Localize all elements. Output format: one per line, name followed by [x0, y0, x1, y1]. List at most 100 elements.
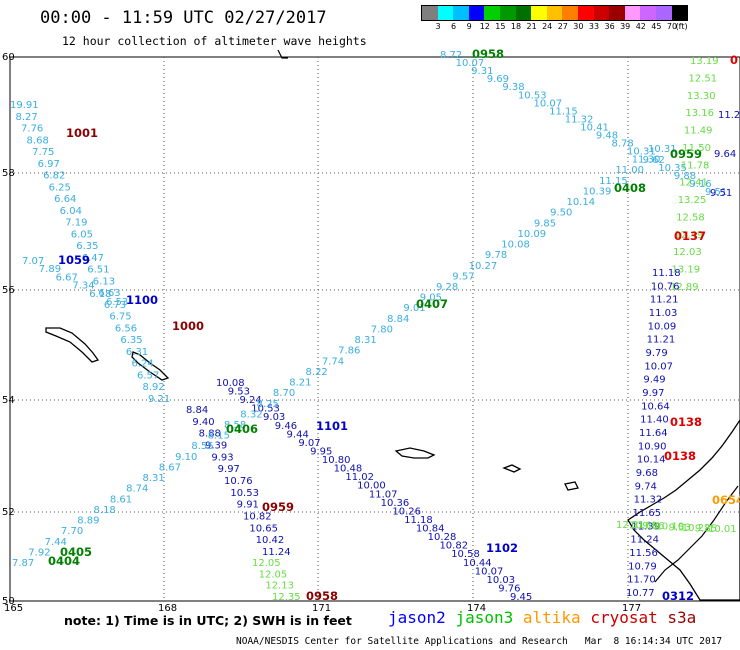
legend-swatch: [515, 6, 532, 20]
track-g-label: 8.18: [94, 505, 116, 516]
track-id: 0312: [662, 589, 694, 603]
track-l-label: 11.2: [718, 110, 740, 121]
track-g-label: 8.15: [208, 431, 230, 442]
legend-tick-label: 27: [557, 22, 568, 31]
track-d-label: 9.44: [287, 429, 309, 440]
track-c-label: 9.16: [689, 179, 711, 190]
track-a-label: 6.56: [115, 323, 137, 334]
track-f-label: 12.35: [272, 592, 301, 603]
island-outline: [502, 464, 522, 473]
track-i-label: 11.65: [633, 508, 662, 519]
track-f-label: 12.05: [259, 569, 288, 580]
track-d-label: 9.95: [310, 446, 332, 457]
legend-swatch: [453, 6, 469, 20]
track-h-label: 12.51: [688, 73, 717, 84]
track-j-label: 10.01: [708, 524, 737, 535]
track-a-label: 7.75: [32, 147, 54, 158]
track-d-label: 10.28: [428, 532, 457, 543]
track-i-label: 9.97: [642, 388, 664, 399]
track-a-label: 6.35: [76, 241, 98, 252]
track-a-label: 8.27: [16, 112, 38, 123]
track-d-label: 10.36: [381, 498, 410, 509]
island-outline: [45, 327, 100, 363]
track-id: 1059: [58, 253, 90, 267]
track-d-label: 10.58: [451, 549, 480, 560]
track-g-label: 7.92: [28, 547, 50, 558]
track-a-label: 7.76: [21, 124, 43, 135]
track-i-label: 10.07: [644, 361, 673, 372]
track-h-label: 12.41: [679, 178, 708, 189]
track-c-label: 9.31: [471, 66, 493, 77]
track-c-label: 11.32: [565, 114, 594, 125]
track-l-label: 9.51: [710, 188, 732, 199]
track-g-label: 8.70: [273, 388, 295, 399]
track-g-label: 11.15: [599, 176, 628, 187]
track-l-label: 9.64: [714, 149, 736, 160]
track-c-label: 10.35: [658, 163, 687, 174]
lat-label: 56: [2, 285, 15, 296]
track-id: 0654: [712, 493, 740, 507]
track-d-label: 9.45: [510, 592, 532, 603]
track-b-label: 6.18: [89, 289, 111, 300]
track-id: 0407: [416, 297, 448, 311]
track-id: 1101: [316, 419, 348, 433]
track-a-label: 6.63: [98, 288, 120, 299]
legend-swatch: [484, 6, 500, 20]
track-a-label: 6.57: [137, 370, 159, 381]
lon-label: 174: [467, 603, 486, 614]
track-c-label: 8.72: [440, 50, 462, 61]
track-id: 0138: [664, 449, 696, 463]
track-id: 1001: [66, 126, 98, 140]
track-i-label: 11.32: [634, 495, 663, 506]
track-i-label: 11.70: [627, 575, 656, 586]
track-c-label: 9.62: [643, 155, 665, 166]
island-outline: [131, 351, 170, 381]
track-id: 0137: [674, 229, 706, 243]
track-b-label: 6.53: [106, 297, 128, 308]
track-j-label: 9.85: [695, 523, 717, 534]
track-c-label: 9.38: [502, 82, 524, 93]
track-c-label: 10.53: [518, 90, 547, 101]
track-g-label: 10.39: [583, 186, 612, 197]
legend-tick-label: 45: [651, 22, 662, 31]
track-a-label: 6.47: [82, 253, 104, 264]
track-g-label: 9.57: [452, 271, 474, 282]
track-h-label: 13.19: [672, 265, 701, 276]
track-g-label: 10.09: [518, 229, 547, 240]
track-j-label: 12.31: [616, 520, 645, 531]
lon-label: 171: [312, 603, 331, 614]
track-j-label: 9.53: [669, 522, 691, 533]
track-c-label: 10.41: [580, 123, 609, 134]
track-a-label: 6.97: [38, 159, 60, 170]
track-d-label: 10.00: [357, 481, 386, 492]
satellite-cryosat: cryosat: [590, 608, 668, 627]
track-g-label: 7.74: [322, 356, 344, 367]
legend-tick-label: 21: [526, 22, 537, 31]
track-g-label: 8.89: [77, 516, 99, 527]
legend-swatch: [422, 6, 438, 20]
track-d-label: 11.18: [404, 515, 433, 526]
coastline: [654, 485, 739, 583]
track-c-label: 10.07: [534, 98, 563, 109]
legend-tick-label: 12: [479, 22, 490, 31]
legend-swatch: [593, 6, 610, 20]
track-i-label: 11.40: [640, 415, 669, 426]
lat-label: 52: [2, 507, 15, 518]
track-id: 0958: [306, 589, 338, 603]
legend-swatch: [562, 6, 578, 20]
track-a-label: 8.92: [142, 382, 164, 393]
track-a-label: 19.91: [10, 100, 39, 111]
legend-swatch: [437, 6, 454, 20]
track-a-label: 8.68: [27, 135, 49, 146]
track-id: 0138: [670, 415, 702, 429]
track-e-label: 8.84: [186, 405, 208, 416]
coastline: [627, 418, 740, 601]
track-a-label: 6.31: [126, 347, 148, 358]
track-i-label: 11.18: [652, 268, 681, 279]
lon-label: 177: [622, 603, 641, 614]
track-h-label: 11.50: [682, 143, 711, 154]
track-e-label: 9.97: [218, 464, 240, 475]
legend-unit: (ft): [675, 22, 688, 31]
lon-label: 165: [4, 603, 23, 614]
track-i-label: 11.39: [631, 521, 660, 532]
